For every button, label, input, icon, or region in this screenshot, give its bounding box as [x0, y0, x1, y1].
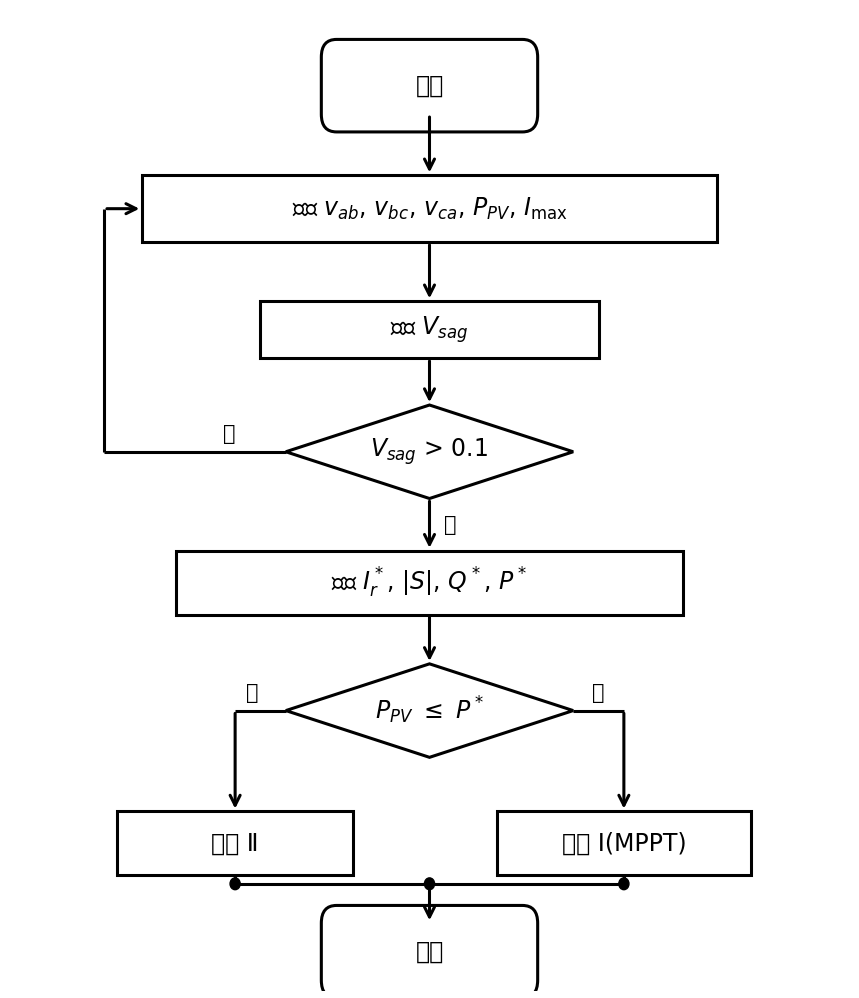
- Bar: [497, 811, 751, 875]
- Text: 模式 Ⅰ(MPPT): 模式 Ⅰ(MPPT): [562, 831, 686, 855]
- Text: 返回: 返回: [416, 940, 443, 964]
- Bar: [117, 811, 353, 875]
- Text: 否: 否: [246, 683, 259, 703]
- Bar: [260, 301, 599, 358]
- Circle shape: [618, 878, 629, 889]
- Text: 否: 否: [222, 424, 235, 444]
- Circle shape: [424, 878, 435, 889]
- Polygon shape: [286, 664, 573, 757]
- FancyBboxPatch shape: [321, 905, 538, 998]
- Text: 开始: 开始: [416, 74, 443, 98]
- Text: 计算 $V_{sag}$: 计算 $V_{sag}$: [390, 314, 469, 345]
- Text: 计算 $I_r^*$, $|S|$, $Q^*$, $P^*$: 计算 $I_r^*$, $|S|$, $Q^*$, $P^*$: [332, 566, 527, 600]
- Text: 读取 $v_{ab}$, $v_{bc}$, $v_{ca}$, $P_{PV}$, $I_{\mathrm{max}}$: 读取 $v_{ab}$, $v_{bc}$, $v_{ca}$, $P_{PV}…: [291, 196, 568, 222]
- Text: $V_{sag}$ > 0.1: $V_{sag}$ > 0.1: [370, 436, 489, 467]
- Polygon shape: [286, 405, 573, 499]
- Bar: [142, 176, 717, 243]
- Text: 模式 Ⅱ: 模式 Ⅱ: [211, 831, 259, 855]
- Bar: [176, 551, 683, 615]
- Text: $P_{PV}$ $\leq$ $P^*$: $P_{PV}$ $\leq$ $P^*$: [375, 695, 484, 727]
- Circle shape: [230, 878, 241, 889]
- FancyBboxPatch shape: [321, 39, 538, 132]
- Text: 是: 是: [444, 515, 457, 535]
- Text: 是: 是: [592, 683, 605, 703]
